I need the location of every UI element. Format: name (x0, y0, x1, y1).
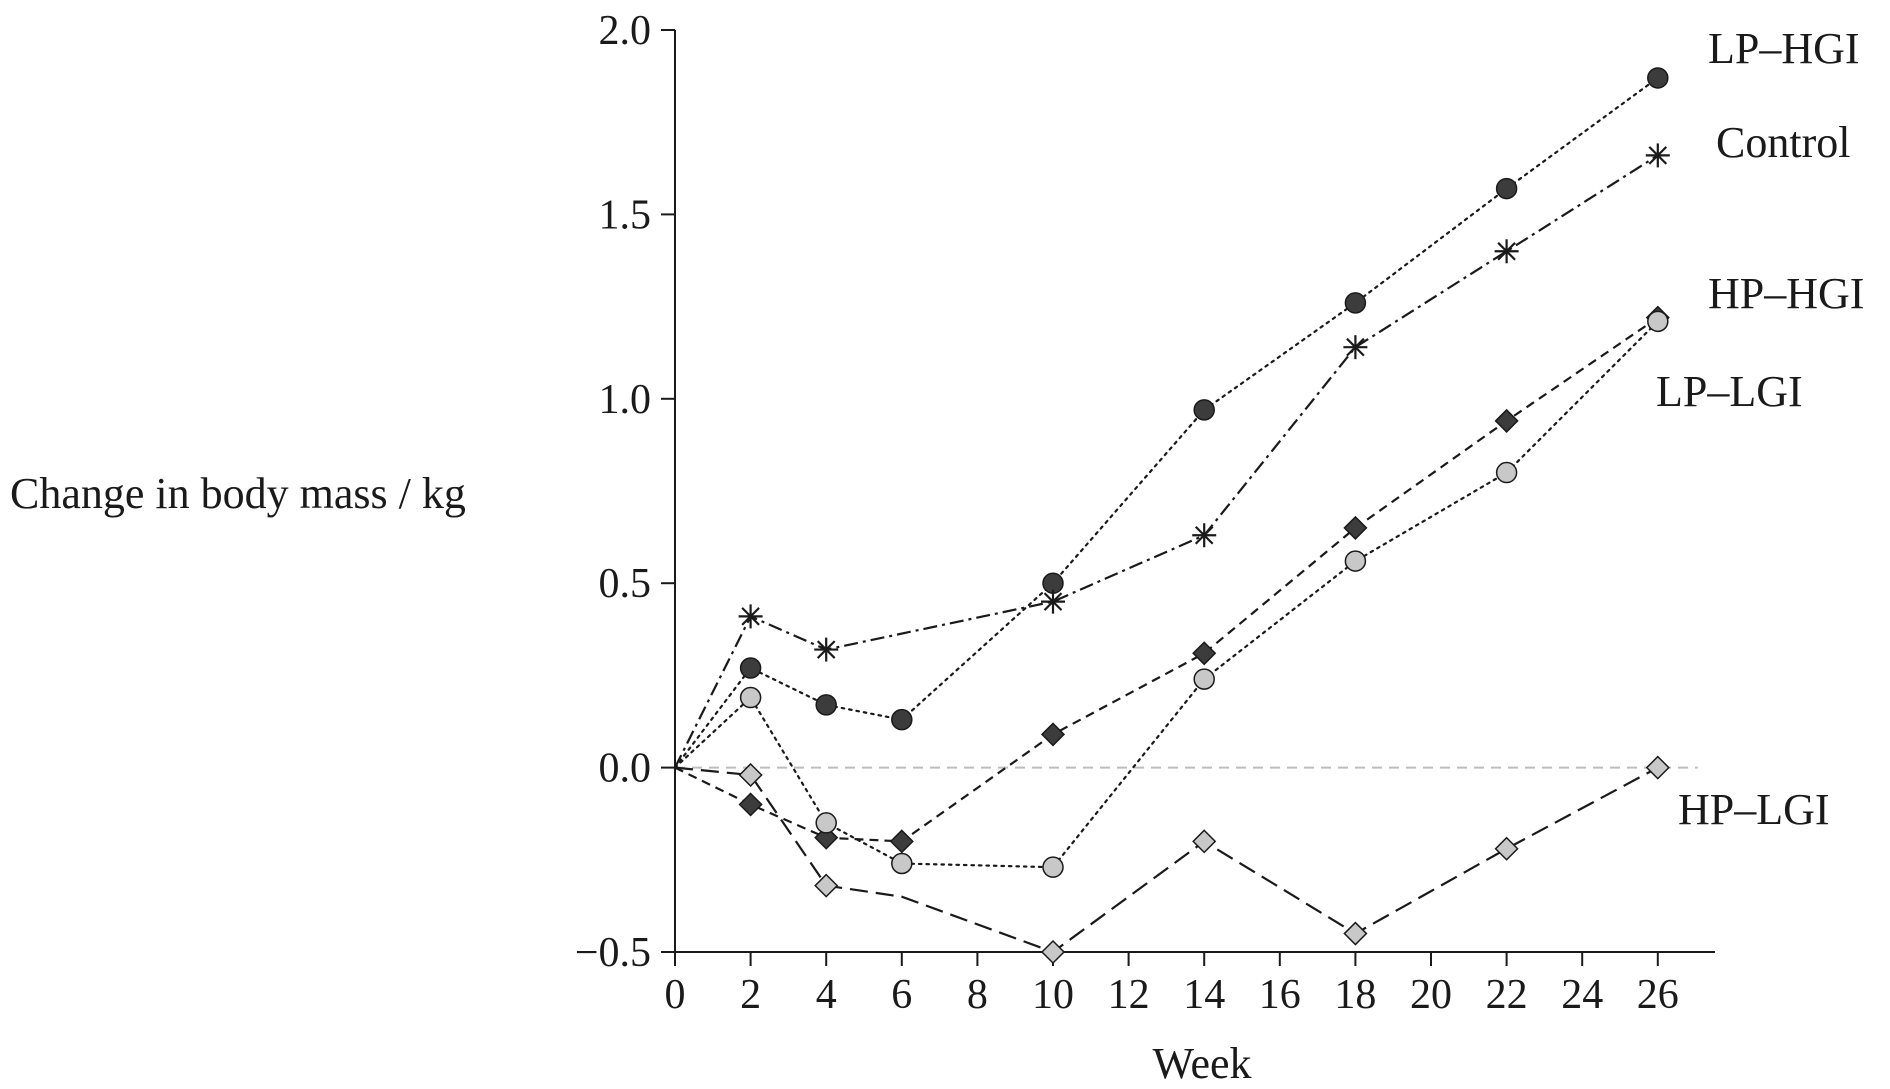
x-tick-label: 4 (816, 972, 837, 1018)
data-point-lp-hgi (891, 708, 913, 731)
series-control (674, 143, 1670, 769)
series-line-lp-lgi (673, 320, 1659, 869)
data-point-control (1343, 335, 1368, 360)
data-point-lp-hgi (739, 657, 762, 679)
series-lp-lgi (673, 310, 1669, 878)
axes: −0.50.00.51.01.52.00 2 4 6 8 10 12 14 16 18 20 22 24… (575, 8, 1715, 1018)
data-point-control (738, 604, 763, 629)
data-point-lp-hgi (1193, 399, 1215, 421)
data-point-control (1494, 239, 1519, 264)
y-axis-title: Change in body mass / kg (10, 469, 466, 518)
data-point-control (1041, 589, 1065, 614)
x-tick-label: 20 (1410, 972, 1452, 1018)
series-line-control (674, 154, 1659, 769)
data-point-lp-lgi (891, 852, 913, 875)
data-point-lp-hgi (1344, 292, 1367, 314)
y-tick-label: −0.5 (575, 930, 651, 976)
data-point-lp-lgi (739, 686, 762, 709)
data-point-control (1192, 523, 1217, 548)
series-layer (673, 67, 1670, 965)
series-label-lp-hgi: LP–HGI (1708, 24, 1860, 73)
data-point-lp-hgi (1647, 67, 1669, 89)
x-tick-label: 6 (891, 972, 912, 1018)
series-label-lp-lgi: LP–LGI (1656, 367, 1803, 416)
series-labels: LP–HGI Control HP–HGI LP–LGI HP–LGI (1656, 24, 1864, 834)
data-point-hp-hgi (1192, 641, 1217, 666)
series-label-hp-hgi: HP–HGI (1708, 269, 1864, 318)
y-tick-label: 1.5 (599, 192, 652, 238)
x-axis-title: Week (1152, 1039, 1251, 1088)
x-tick-label: 12 (1108, 972, 1150, 1018)
data-point-lp-lgi (1193, 668, 1215, 690)
x-tick-label: 16 (1259, 972, 1301, 1018)
x-tick-label: 22 (1486, 972, 1528, 1018)
data-point-hp-lgi (1494, 836, 1519, 861)
series-label-hp-lgi: HP–LGI (1678, 785, 1830, 834)
data-point-control (1645, 143, 1670, 168)
data-point-hp-lgi (738, 762, 763, 788)
data-point-lp-lgi (1647, 310, 1669, 333)
y-tick-label: 0.5 (599, 561, 652, 607)
data-point-hp-hgi (1343, 515, 1368, 540)
y-tick-label: 2.0 (599, 8, 652, 54)
data-point-lp-lgi (1344, 550, 1367, 572)
x-tick-label: 24 (1561, 972, 1603, 1018)
series-line-hp-hgi (674, 316, 1659, 843)
data-point-hp-lgi (1040, 939, 1066, 965)
data-point-hp-lgi (814, 873, 839, 898)
series-label-control: Control (1716, 118, 1850, 167)
data-point-hp-lgi (1192, 829, 1217, 854)
data-point-hp-hgi (889, 829, 914, 854)
x-tick-label: 14 (1183, 972, 1225, 1018)
data-point-lp-hgi (1495, 177, 1518, 200)
x-tick-label: 8 (967, 972, 988, 1018)
series-hp-lgi (674, 755, 1670, 965)
data-point-control (814, 637, 839, 662)
data-point-lp-lgi (815, 812, 837, 834)
y-tick-label: 1.0 (599, 377, 652, 423)
data-point-lp-lgi (1495, 461, 1518, 484)
x-tick-label: 0 (665, 972, 686, 1018)
data-point-hp-hgi (814, 825, 839, 850)
y-tick-label: 0.0 (599, 746, 652, 792)
series-hp-hgi (674, 305, 1670, 854)
series-lp-hgi (673, 67, 1669, 769)
data-point-hp-lgi (1343, 921, 1368, 946)
x-tick-label: 26 (1637, 972, 1679, 1018)
series-line-hp-lgi (674, 766, 1659, 954)
data-point-hp-lgi (1645, 755, 1670, 780)
data-point-hp-hgi (738, 792, 763, 817)
data-point-hp-hgi (1494, 408, 1519, 433)
x-tick-label: 18 (1334, 972, 1376, 1018)
data-point-lp-lgi (1042, 856, 1064, 878)
x-tick-label: 10 (1032, 972, 1074, 1018)
data-point-lp-hgi (815, 694, 837, 716)
data-point-hp-hgi (1040, 722, 1066, 747)
x-tick-label: 2 (740, 972, 761, 1018)
